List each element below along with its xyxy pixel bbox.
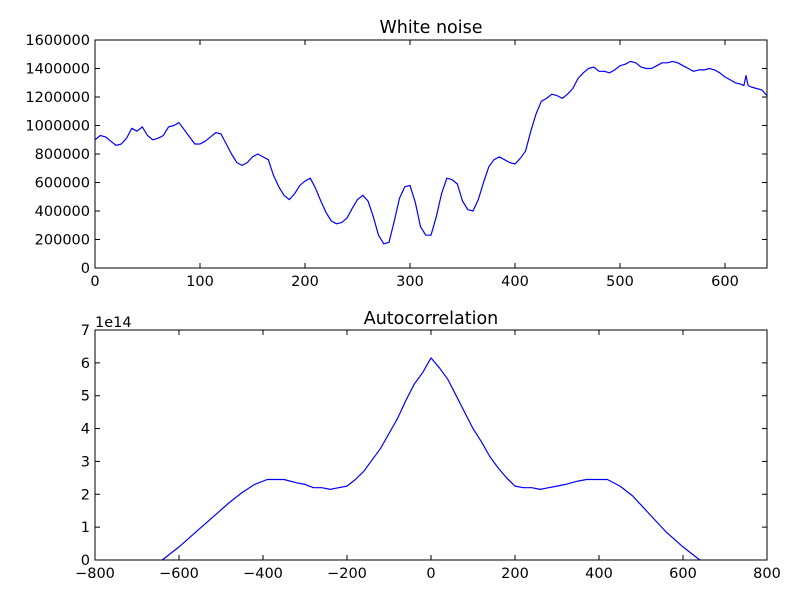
autocorrelation-x-tick-label: −600: [159, 566, 199, 582]
autocorrelation-y-tick-label: 7: [81, 323, 90, 339]
autocorrelation-y-tick-label: 0: [81, 553, 90, 569]
autocorrelation-tick-labels: −800 −600 −400 −200 0 200 400 600 800 0 1 2 3 4 5 6 7: [75, 323, 781, 582]
autocorrelation-x-tick-label: 400: [585, 566, 613, 582]
white-noise-y-tick-label: 1000000: [25, 119, 90, 135]
autocorrelation-x-tick-label: 800: [753, 566, 781, 582]
autocorrelation-x-tick-label: −800: [75, 566, 115, 582]
autocorrelation-title: Autocorrelation: [364, 309, 499, 329]
white-noise-y-tick-label: 200000: [35, 233, 90, 249]
white-noise-y-tick-label: 1200000: [25, 90, 90, 106]
white-noise-x-tick-label: 400: [501, 274, 529, 290]
autocorrelation-x-tick-label: 600: [669, 566, 697, 582]
autocorrelation-x-tick-label: −200: [327, 566, 367, 582]
autocorrelation-x-tick-label: 200: [501, 566, 529, 582]
white-noise-y-tick-label: 800000: [35, 147, 90, 163]
white-noise-x-tick-label: 500: [606, 274, 634, 290]
white-noise-axes-frame: [94, 39, 768, 269]
white-noise-y-tick-label: 1600000: [25, 33, 90, 49]
white-noise-y-tick-label: 0: [81, 261, 90, 277]
autocorrelation-y-tick-label: 2: [81, 487, 90, 503]
autocorrelation-y-scale-label: 1e14: [95, 315, 132, 331]
white-noise-x-tick-label: 200: [291, 274, 319, 290]
white-noise-y-tick-label: 1400000: [25, 62, 90, 78]
autocorrelation-x-tick-label: 0: [426, 566, 435, 582]
white-noise-title: White noise: [380, 18, 483, 38]
autocorrelation-ticks: [94, 329, 768, 561]
white-noise-x-tick-label: 0: [90, 274, 99, 290]
autocorrelation-y-tick-label: 1: [81, 520, 90, 536]
white-noise-chart: White noise 0 100 200 300 400 500 600 0 200000 40…: [25, 18, 768, 290]
autocorrelation-y-tick-label: 3: [81, 454, 90, 470]
autocorrelation-y-tick-label: 6: [81, 356, 90, 372]
white-noise-tick-labels: 0 100 200 300 400 500 600 0 200000 400000 600000 80…: [25, 33, 738, 290]
autocorrelation-y-tick-label: 5: [81, 389, 90, 405]
autocorrelation-chart: Autocorrelation 1e14 −800 −600 −400 −200 0 20…: [75, 309, 781, 582]
autocorrelation-y-tick-label: 4: [81, 422, 90, 438]
white-noise-y-tick-label: 600000: [35, 176, 90, 192]
white-noise-x-tick-label: 100: [186, 274, 214, 290]
white-noise-series-line: [94, 60, 768, 245]
autocorrelation-series-line: [161, 357, 701, 561]
autocorrelation-axes-frame: [94, 329, 768, 561]
autocorrelation-x-tick-label: −400: [243, 566, 283, 582]
white-noise-x-tick-label: 600: [711, 274, 739, 290]
white-noise-x-tick-label: 300: [396, 274, 424, 290]
white-noise-y-tick-label: 400000: [35, 204, 90, 220]
